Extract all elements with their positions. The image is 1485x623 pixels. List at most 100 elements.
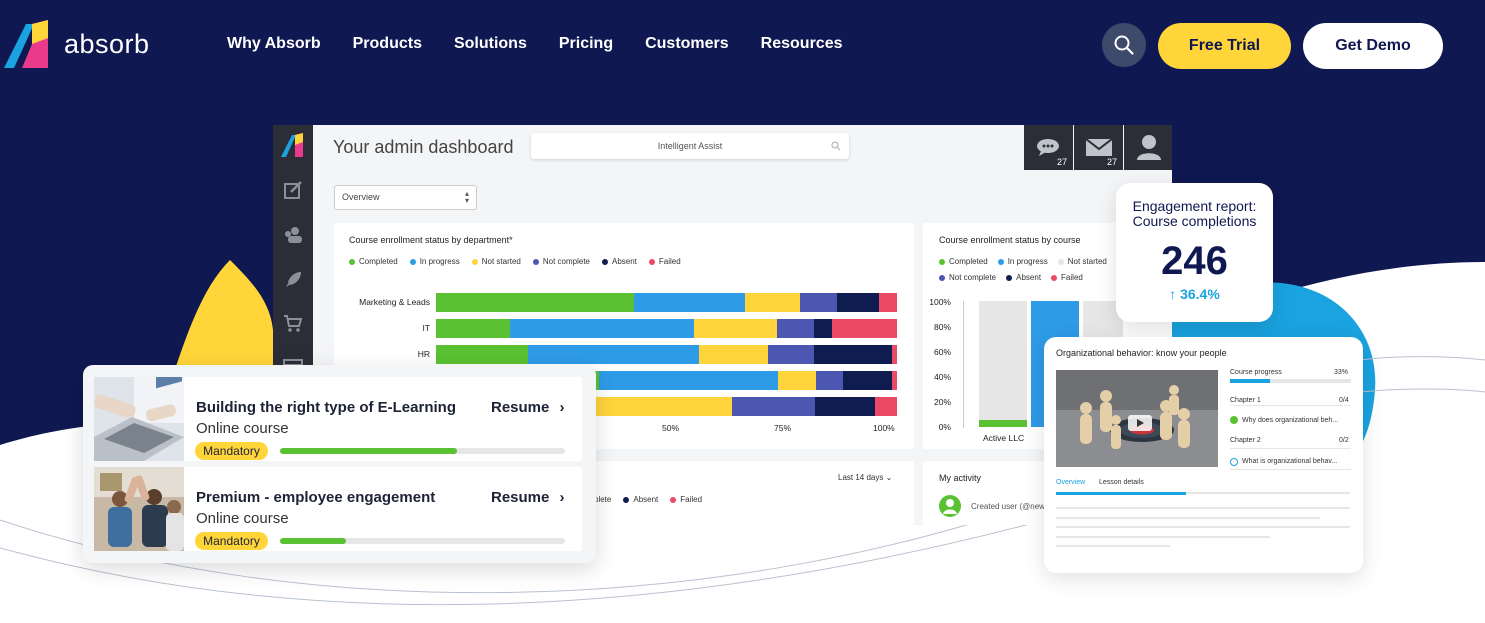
logo-text: absorb	[64, 28, 150, 59]
course-thumbnail-image[interactable]	[1056, 370, 1218, 467]
bar-segment-failed	[892, 345, 897, 364]
chapter2-item[interactable]: What is organizational behav...	[1242, 458, 1338, 465]
legend-failed: Failed	[670, 495, 702, 504]
rocket-icon[interactable]	[283, 270, 303, 290]
nav-why-absorb[interactable]: Why Absorb	[227, 35, 321, 52]
y-tick: 40%	[933, 372, 951, 382]
x-tick: 50%	[662, 423, 680, 433]
not-complete-dot	[532, 258, 539, 265]
search-icon	[1114, 35, 1134, 55]
legend-completed: Completed	[939, 257, 988, 266]
intelligent-assist-search[interactable]: Intelligent Assist	[531, 133, 849, 159]
nav-resources[interactable]: Resources	[760, 35, 843, 52]
bar-segment-not-started	[744, 293, 801, 312]
edit-icon[interactable]	[283, 180, 303, 200]
x-tick: 100%	[873, 423, 895, 433]
course-type: Online course	[196, 510, 289, 527]
chapter2-label: Chapter 2	[1230, 437, 1261, 444]
users-icon[interactable]	[283, 225, 303, 245]
bar-segment-absent	[814, 397, 875, 416]
legend-absent: Absent	[623, 495, 658, 504]
chapter1-item[interactable]: Why does organizational beh...	[1242, 417, 1339, 424]
mail-button[interactable]: 27	[1074, 125, 1123, 170]
y-tick: 0%	[938, 422, 951, 432]
placeholder-line	[1056, 545, 1170, 547]
divider	[1230, 469, 1351, 470]
course-card[interactable]: Premium - employee engagement Online cou…	[94, 467, 582, 551]
cart-icon[interactable]	[283, 313, 303, 333]
legend-label: Completed	[359, 257, 398, 266]
progress-label: Course progress	[1230, 369, 1282, 376]
progress-value: 33%	[1334, 369, 1349, 376]
team-highfive-thumbnail-image	[94, 467, 184, 551]
resume-button[interactable]: Resume ›	[491, 399, 565, 416]
nav-solutions[interactable]: Solutions	[453, 35, 527, 52]
bar-segment-in-progress	[634, 293, 745, 312]
bar-not-started	[979, 301, 1027, 427]
absorb-logo-icon	[4, 20, 48, 68]
resume-button[interactable]: Resume ›	[491, 489, 565, 506]
legend-not-complete: Not complete	[939, 273, 996, 282]
absent-dot	[602, 258, 608, 265]
legend-label: Absent	[612, 257, 637, 266]
messages-button[interactable]: 27	[1024, 125, 1073, 170]
chapter1-count: 0/4	[1339, 397, 1349, 404]
y-tick: 60%	[933, 347, 951, 357]
nav-pricing[interactable]: Pricing	[558, 35, 614, 52]
course-title: Premium - employee engagement	[196, 489, 436, 506]
legend-absent: Absent	[602, 257, 637, 266]
nav-products[interactable]: Products	[352, 35, 422, 52]
course-card[interactable]: Building the right type of E-Learning On…	[94, 377, 582, 461]
top-navigation: absorb Why Absorb Products Solutions Pri…	[0, 0, 1485, 92]
failed-dot	[670, 496, 677, 503]
assist-placeholder: Intelligent Assist	[657, 141, 723, 151]
category-label: IT	[422, 323, 430, 333]
absent-dot	[1006, 274, 1013, 281]
nav-customers[interactable]: Customers	[645, 35, 729, 52]
legend-label: Not complete	[542, 257, 590, 266]
period-dropdown[interactable]: Last 14 days ⌄	[838, 473, 892, 482]
bar-segment-not-complete	[800, 293, 838, 312]
legend-not-complete: plete	[594, 495, 611, 504]
dept-legend: Completed In progress Not started Not co…	[349, 257, 681, 266]
legend-label: Not started	[481, 257, 521, 266]
mandatory-badge: Mandatory	[195, 532, 268, 550]
not-started-dot	[471, 258, 478, 265]
tab-lesson-details[interactable]: Lesson details	[1099, 479, 1144, 486]
legend-label: In progress	[1007, 257, 1048, 266]
divider	[1230, 405, 1351, 406]
dashboard-title: Your admin dashboard	[333, 137, 514, 157]
dept-bar-row	[436, 293, 897, 312]
legend-failed: Failed	[1051, 273, 1083, 282]
legend-in-progress: In progress	[997, 257, 1048, 266]
bar-segment-in-progress	[599, 371, 778, 390]
messages-count: 27	[1056, 157, 1067, 167]
bar-segment-not-started	[698, 345, 768, 364]
view-select[interactable]: Overview ▴ ▾	[334, 185, 477, 210]
bar-segment-not-complete	[815, 371, 843, 390]
assigned-courses-panel: Building the right type of E-Learning On…	[83, 365, 596, 563]
in-progress-dot	[409, 258, 416, 265]
bar-segment-in-progress	[509, 319, 695, 338]
legend-failed: Failed	[648, 257, 681, 266]
search-button[interactable]	[1102, 23, 1146, 67]
legend-label: Absent	[633, 495, 659, 504]
tab-underline-active	[1056, 492, 1186, 495]
engagement-title-line1: Engagement report:	[1132, 198, 1257, 214]
get-demo-button[interactable]: Get Demo	[1303, 23, 1443, 69]
free-trial-button[interactable]: Free Trial	[1158, 23, 1291, 69]
tab-overview[interactable]: Overview	[1056, 479, 1086, 486]
legend-label: Failed	[1061, 273, 1083, 282]
placeholder-line	[1056, 526, 1350, 528]
course-progress-fill	[280, 538, 346, 544]
view-select-value: Overview	[342, 192, 380, 202]
category-label: HR	[417, 349, 430, 359]
profile-button[interactable]	[1124, 125, 1172, 170]
activity-text: Created user (@new	[971, 502, 1045, 511]
play-circle-icon	[1230, 458, 1238, 466]
course-progress-bar	[1230, 379, 1351, 383]
course-type: Online course	[196, 420, 289, 437]
absorb-logo[interactable]: absorb	[4, 20, 150, 68]
org-course-title: Organizational behavior: know your peopl…	[1056, 348, 1227, 358]
user-avatar-icon	[939, 495, 961, 517]
